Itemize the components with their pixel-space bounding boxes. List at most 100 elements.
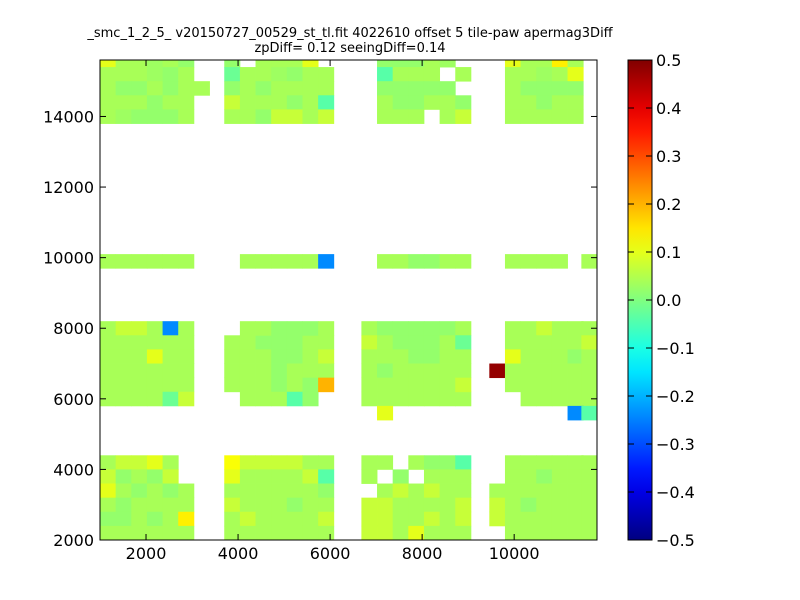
heatmap-cell xyxy=(162,483,179,499)
heatmap-cell xyxy=(581,405,598,421)
x-tick-label: 8000 xyxy=(402,544,443,563)
colorbar-tick-label: 0.3 xyxy=(656,147,681,166)
heatmap-cell xyxy=(286,60,303,68)
x-tick-label: 10000 xyxy=(489,544,540,563)
heatmap-cell xyxy=(100,455,117,470)
heatmap-cell xyxy=(439,391,456,407)
heatmap-cell xyxy=(146,391,163,407)
heatmap-cell xyxy=(115,455,132,470)
heatmap-cell xyxy=(504,525,522,541)
heatmap-cell xyxy=(439,483,456,499)
heatmap-cell xyxy=(408,254,425,269)
heatmap-cell xyxy=(520,60,537,68)
heatmap-cell xyxy=(255,81,272,96)
heatmap-cell xyxy=(536,335,553,350)
heatmap-cell xyxy=(551,81,568,96)
heatmap-cell xyxy=(131,95,148,110)
heatmap-cell xyxy=(536,525,553,541)
heatmap-cell xyxy=(408,67,425,82)
heatmap-cell xyxy=(224,349,241,364)
heatmap-cell xyxy=(286,95,303,110)
heatmap-cell xyxy=(146,483,163,499)
heatmap-cell xyxy=(146,60,163,68)
heatmap-cell xyxy=(100,321,117,336)
heatmap-cell xyxy=(536,81,553,96)
heatmap-cell xyxy=(178,483,195,499)
heatmap-cell xyxy=(520,67,537,82)
heatmap-cell xyxy=(455,335,472,350)
heatmap-cell xyxy=(504,60,522,68)
heatmap-cell xyxy=(361,469,378,484)
heatmap-cell xyxy=(408,455,425,470)
heatmap-cell xyxy=(131,60,148,68)
heatmap-cell xyxy=(551,67,568,82)
heatmap-cell xyxy=(302,497,319,513)
heatmap-cell xyxy=(455,483,472,499)
heatmap-cell xyxy=(392,81,409,96)
heatmap-cell xyxy=(551,483,568,499)
heatmap-cell xyxy=(377,363,394,379)
heatmap-cell xyxy=(178,335,195,350)
heatmap-cell xyxy=(581,497,598,513)
heatmap-cell xyxy=(146,377,163,393)
heatmap-cell xyxy=(131,483,148,499)
heatmap-cell xyxy=(423,60,441,68)
heatmap-cell xyxy=(455,363,472,379)
heatmap-cell xyxy=(408,349,425,364)
heatmap-cell xyxy=(193,81,210,96)
heatmap-cell xyxy=(115,67,132,82)
heatmap-cell xyxy=(536,321,553,336)
heatmap-cell xyxy=(423,455,441,470)
heatmap-cell xyxy=(162,321,179,336)
heatmap-cell xyxy=(318,109,335,124)
heatmap-cell xyxy=(392,349,409,364)
heatmap-cell xyxy=(178,60,195,68)
heatmap-cell xyxy=(318,525,335,541)
heatmap-cell xyxy=(255,363,272,379)
heatmap-cell xyxy=(100,525,117,541)
heatmap-cell xyxy=(581,525,598,541)
heatmap-cell xyxy=(455,377,472,393)
heatmap-cell xyxy=(239,469,256,484)
heatmap-cell xyxy=(504,95,522,110)
heatmap-cell xyxy=(377,377,394,393)
heatmap-cell xyxy=(115,321,132,336)
heatmap-cell xyxy=(271,469,288,484)
heatmap-cell xyxy=(100,349,117,364)
heatmap-cell xyxy=(239,254,256,269)
heatmap-cell xyxy=(100,60,117,68)
heatmap-cell xyxy=(408,497,425,513)
heatmap-cell xyxy=(423,363,441,379)
heatmap-cell xyxy=(239,109,256,124)
heatmap-cell xyxy=(131,469,148,484)
heatmap-cell xyxy=(255,109,272,124)
heatmap-cell xyxy=(224,67,241,82)
heatmap-cell xyxy=(408,511,425,527)
colorbar-tick-label: −0.1 xyxy=(656,339,695,358)
heatmap-cell xyxy=(392,109,409,124)
heatmap-cell xyxy=(361,335,378,350)
heatmap-cell xyxy=(100,67,117,82)
heatmap-cell xyxy=(115,109,132,124)
heatmap-cell xyxy=(455,67,472,82)
heatmap-cell xyxy=(100,391,117,407)
heatmap-cell xyxy=(286,391,303,407)
heatmap-cell xyxy=(302,455,319,470)
heatmap-cell xyxy=(567,95,584,110)
heatmap-cell xyxy=(392,377,409,393)
colorbar-tick-label: 0.5 xyxy=(656,51,681,70)
heatmap-cell xyxy=(224,469,241,484)
heatmap-cell xyxy=(286,497,303,513)
heatmap-cell xyxy=(536,469,553,484)
heatmap-cell xyxy=(146,109,163,124)
heatmap-cell xyxy=(178,321,195,336)
heatmap-cell xyxy=(439,469,456,484)
colorbar-tick-label: −0.5 xyxy=(656,531,695,550)
heatmap-cell xyxy=(146,67,163,82)
heatmap-cell xyxy=(115,483,132,499)
heatmap-cell xyxy=(567,405,584,421)
heatmap-cell xyxy=(520,81,537,96)
heatmap-cell xyxy=(536,391,553,407)
heatmap-cell xyxy=(520,525,537,541)
heatmap-cell xyxy=(162,349,179,364)
